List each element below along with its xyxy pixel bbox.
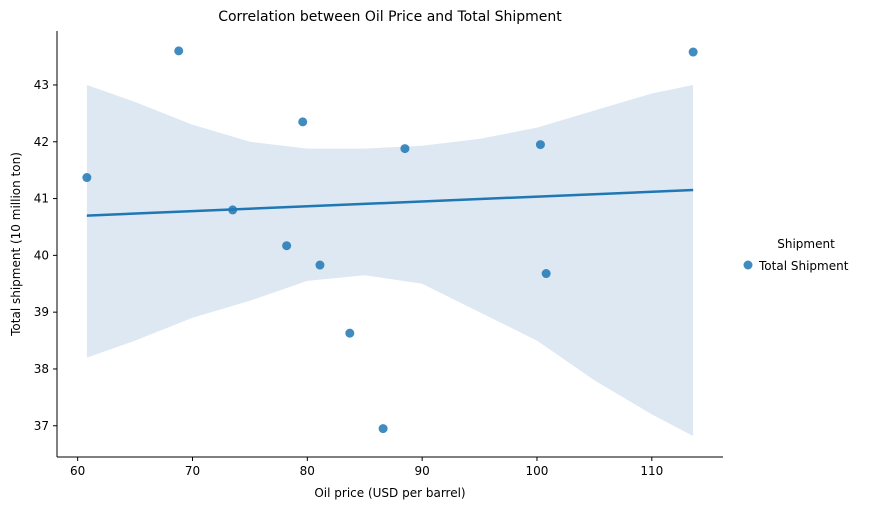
- x-tick-label: 70: [185, 464, 200, 478]
- y-tick-label: 39: [34, 305, 49, 319]
- legend: Shipment Total Shipment: [743, 237, 849, 273]
- data-point: [315, 260, 325, 270]
- confidence-band: [86, 85, 694, 436]
- x-tick-label: 110: [640, 464, 663, 478]
- x-tick-label: 100: [526, 464, 549, 478]
- y-tick-label: 37: [34, 419, 49, 433]
- data-point: [400, 144, 410, 154]
- data-point: [298, 117, 308, 127]
- plot-area: [82, 46, 698, 436]
- legend-marker: [743, 260, 753, 270]
- data-point: [541, 269, 551, 279]
- data-point: [282, 241, 292, 251]
- y-tick-label: 40: [34, 248, 49, 262]
- y-tick-label: 38: [34, 362, 49, 376]
- data-point: [228, 205, 238, 215]
- data-point: [174, 46, 184, 56]
- x-axis-ticks: 60 70 80 90 100 110: [70, 457, 663, 478]
- chart-title: Correlation between Oil Price and Total …: [218, 9, 562, 25]
- x-axis-label: Oil price (USD per barrel): [314, 486, 465, 500]
- data-point: [82, 173, 92, 183]
- x-tick-label: 90: [415, 464, 430, 478]
- y-axis-label: Total shipment (10 million ton): [9, 152, 23, 337]
- data-point: [535, 140, 545, 150]
- regression-line: [86, 188, 694, 217]
- legend-label: Total Shipment: [758, 259, 849, 273]
- y-axis-ticks: 37 38 39 40 41 42 43: [34, 78, 57, 433]
- y-tick-label: 42: [34, 135, 49, 149]
- data-point: [345, 328, 355, 338]
- data-point: [688, 47, 698, 57]
- x-tick-label: 80: [300, 464, 315, 478]
- legend-title: Shipment: [777, 237, 835, 251]
- y-tick-label: 43: [34, 78, 49, 92]
- y-tick-label: 41: [34, 192, 49, 206]
- x-tick-label: 60: [70, 464, 85, 478]
- data-point: [378, 424, 388, 434]
